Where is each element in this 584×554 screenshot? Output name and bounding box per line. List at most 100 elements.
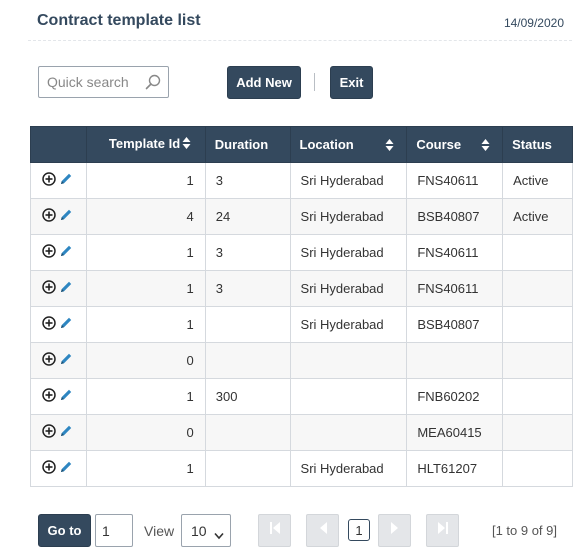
cell-template-id: 1 <box>85 378 206 415</box>
go-to-button[interactable]: Go to <box>38 514 91 547</box>
quick-search-box[interactable] <box>38 66 169 98</box>
column-header-actions <box>30 126 87 163</box>
sort-icon[interactable] <box>182 136 191 153</box>
next-page-button[interactable] <box>378 514 411 547</box>
cell-course: MEA60415 <box>406 414 504 451</box>
edit-icon[interactable] <box>59 208 73 225</box>
exit-button[interactable]: Exit <box>330 66 373 99</box>
first-page-icon <box>269 521 281 540</box>
edit-icon[interactable] <box>59 424 73 441</box>
table-row: 1 3 Sri Hyderabad FNS40611 <box>30 270 573 307</box>
cell-duration: 24 <box>204 198 291 235</box>
add-new-button[interactable]: Add New <box>227 66 301 99</box>
add-icon[interactable] <box>42 172 56 189</box>
toolbar-separator <box>314 73 315 91</box>
cell-location: Sri Hyderabad <box>289 234 408 271</box>
cell-location: Sri Hyderabad <box>289 306 408 343</box>
column-header-status[interactable]: Status <box>502 126 573 163</box>
cell-duration: 300 <box>204 378 291 415</box>
add-icon[interactable] <box>42 388 56 405</box>
current-page-indicator[interactable]: 1 <box>348 519 370 541</box>
sort-icon[interactable] <box>385 138 394 155</box>
cell-template-id: 1 <box>85 450 206 487</box>
add-icon[interactable] <box>42 460 56 477</box>
cell-template-id: 0 <box>85 414 206 451</box>
add-icon[interactable] <box>42 424 56 441</box>
table-row: 0 <box>30 342 573 379</box>
edit-icon[interactable] <box>59 316 73 333</box>
sort-icon[interactable] <box>481 138 490 155</box>
cell-status <box>502 378 573 415</box>
table-header-row: Template Id Duration Location Course Sta… <box>30 126 573 163</box>
view-label: View <box>144 523 175 539</box>
column-header-duration[interactable]: Duration <box>204 126 291 163</box>
cell-duration <box>204 450 291 487</box>
table-row: 1 Sri Hyderabad HLT61207 <box>30 450 573 487</box>
cell-course: BSB40807 <box>406 306 504 343</box>
cell-duration: 3 <box>204 162 291 199</box>
cell-template-id: 1 <box>85 306 206 343</box>
cell-status <box>502 414 573 451</box>
add-icon[interactable] <box>42 208 56 225</box>
table-row: 1 3 Sri Hyderabad FNS40611 Active <box>30 162 573 199</box>
contract-template-table: Template Id Duration Location Course Sta… <box>30 126 573 487</box>
cell-duration <box>204 342 291 379</box>
edit-icon[interactable] <box>59 172 73 189</box>
search-input[interactable] <box>45 73 149 91</box>
column-header-course[interactable]: Course <box>406 126 504 163</box>
row-actions <box>30 162 87 199</box>
add-icon[interactable] <box>42 352 56 369</box>
add-icon[interactable] <box>42 244 56 261</box>
chevron-down-icon <box>214 527 224 543</box>
row-actions <box>30 450 87 487</box>
table-row: 1 300 FNB60202 <box>30 378 573 415</box>
record-range: [1 to 9 of 9] <box>491 523 557 538</box>
cell-status <box>502 306 573 343</box>
next-page-icon <box>390 521 400 540</box>
column-header-location[interactable]: Location <box>289 126 408 163</box>
prev-page-button[interactable] <box>306 514 339 547</box>
cell-location <box>289 342 408 379</box>
cell-template-id: 1 <box>85 162 206 199</box>
last-page-button[interactable] <box>426 514 459 547</box>
add-icon[interactable] <box>42 280 56 297</box>
cell-status <box>502 234 573 271</box>
search-icon[interactable] <box>145 74 161 95</box>
edit-icon[interactable] <box>59 352 73 369</box>
cell-duration <box>204 306 291 343</box>
column-header-label: Template Id <box>108 135 181 151</box>
row-actions <box>30 234 87 271</box>
cell-status: Active <box>502 162 573 199</box>
cell-template-id: 4 <box>85 198 206 235</box>
cell-location: Sri Hyderabad <box>289 162 408 199</box>
prev-page-icon <box>318 521 328 540</box>
column-header-label: Location <box>299 137 354 152</box>
table-row: 0 MEA60415 <box>30 414 573 451</box>
cell-duration: 3 <box>204 234 291 271</box>
go-to-page-input[interactable] <box>95 514 133 547</box>
edit-icon[interactable] <box>59 460 73 477</box>
page-size-select[interactable]: 10 <box>181 514 231 547</box>
cell-template-id: 1 <box>85 234 206 271</box>
row-actions <box>30 306 87 343</box>
cell-course: FNS40611 <box>406 234 504 271</box>
cell-course: FNB60202 <box>406 378 504 415</box>
cell-course: BSB40807 <box>406 198 504 235</box>
cell-course <box>406 342 504 379</box>
table-row: 1 3 Sri Hyderabad FNS40611 <box>30 234 573 271</box>
column-header-template-id[interactable]: Template Id <box>85 126 206 163</box>
page-title: Contract template list <box>37 12 201 29</box>
edit-icon[interactable] <box>59 244 73 261</box>
table-row: 1 Sri Hyderabad BSB40807 <box>30 306 573 343</box>
add-icon[interactable] <box>42 316 56 333</box>
edit-icon[interactable] <box>59 388 73 405</box>
row-actions <box>30 342 87 379</box>
cell-location <box>289 414 408 451</box>
cell-status <box>502 270 573 307</box>
cell-status <box>502 450 573 487</box>
cell-template-id: 0 <box>85 342 206 379</box>
edit-icon[interactable] <box>59 280 73 297</box>
cell-status: Active <box>502 198 573 235</box>
first-page-button[interactable] <box>258 514 291 547</box>
cell-duration <box>204 414 291 451</box>
